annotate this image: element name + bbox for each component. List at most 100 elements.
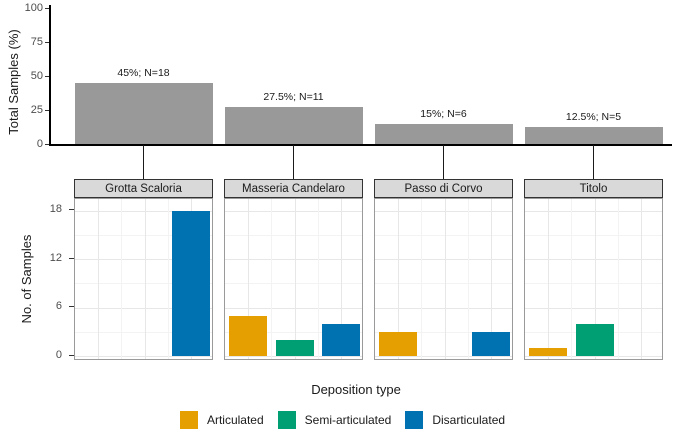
facet-strip-2: Masseria Candelaro xyxy=(224,179,363,198)
top-y-axis-line xyxy=(49,5,51,144)
gridline-major-v xyxy=(248,199,250,359)
legend-item: Disarticulated xyxy=(405,411,505,429)
gridline-minor-h xyxy=(525,283,662,285)
gridline-major-v xyxy=(444,199,446,359)
gridline-major-h xyxy=(375,210,512,212)
top-bar-label: 15%; N=6 xyxy=(420,108,467,120)
gridline-major-h xyxy=(225,259,362,261)
gridline-minor-h xyxy=(75,234,212,236)
facet: Grotta Scaloria xyxy=(74,179,213,360)
legend: Articulated Semi-articulated Disarticulate… xyxy=(0,410,685,430)
facet-plot-panel xyxy=(374,198,513,360)
top-y-tick-label: 50 xyxy=(30,69,43,82)
legend-label: Disarticulated xyxy=(432,413,506,427)
gridline-minor-h xyxy=(225,234,362,236)
bar-disarticulated xyxy=(171,211,210,356)
gridline-minor-h xyxy=(75,331,212,333)
connector-line xyxy=(592,145,595,179)
bottom-y-tick-mark xyxy=(69,209,74,211)
gridline-major-h xyxy=(75,307,212,309)
bottom-y-tick-label: 6 xyxy=(55,300,62,313)
legend-item: Semi-articulated xyxy=(277,411,392,429)
top-bar xyxy=(74,83,213,144)
facet-strip-4: Titolo xyxy=(524,179,663,198)
top-y-tick-mark xyxy=(45,41,49,43)
top-y-tick-label: 25 xyxy=(30,103,43,116)
legend-swatch-disarticulated xyxy=(405,411,424,429)
bottom-y-tick-mark xyxy=(69,306,74,308)
top-y-tick-label: 0 xyxy=(36,137,43,150)
top-bar-label: 27.5%; N=11 xyxy=(263,91,324,103)
gridline-minor-v xyxy=(271,199,273,359)
bottom-y-axis-title: No. of Samples xyxy=(19,234,34,324)
bar-semi-articulated xyxy=(575,324,614,356)
legend-swatch-semi-articulated xyxy=(277,411,296,429)
gridline-major-h xyxy=(225,356,362,357)
gridline-major-h xyxy=(75,259,212,261)
facet: Titolo xyxy=(524,179,663,360)
facet-plot-panel xyxy=(524,198,663,360)
gridline-major-h xyxy=(525,307,662,309)
connector-line xyxy=(292,145,295,179)
gridline-minor-h xyxy=(375,234,512,236)
facet-strip-3: Passo di Corvo xyxy=(374,179,513,198)
gridline-major-h xyxy=(225,307,362,309)
gridline-minor-h xyxy=(225,331,362,333)
bar-semi-articulated xyxy=(275,340,314,356)
gridline-major-v xyxy=(398,199,400,359)
gridline-major-v xyxy=(594,199,596,359)
top-y-tick-label: 100 xyxy=(24,1,43,14)
gridline-minor-v xyxy=(317,199,319,359)
bottom-y-tick-label: 12 xyxy=(49,251,62,264)
top-y-tick-mark xyxy=(45,109,49,111)
legend-item: Articulated xyxy=(179,411,264,429)
facet-plot-panel xyxy=(224,198,363,360)
legend-swatch-articulated xyxy=(179,411,198,429)
gridline-major-v xyxy=(640,199,642,359)
top-y-tick-label: 75 xyxy=(30,35,43,48)
gridline-minor-h xyxy=(75,283,212,285)
top-bar-label: 45%; N=18 xyxy=(117,67,170,79)
facet: Passo di Corvo xyxy=(374,179,513,360)
gridline-major-h xyxy=(225,210,362,212)
gridline-major-h xyxy=(375,307,512,309)
gridline-minor-v xyxy=(571,199,573,359)
bottom-y-tick-mark xyxy=(69,257,74,259)
gridline-major-v xyxy=(340,199,342,359)
bar-articulated xyxy=(229,316,268,356)
connector-line xyxy=(142,145,145,179)
top-bar xyxy=(224,107,363,144)
facet-plot-panel xyxy=(74,198,213,360)
top-bar xyxy=(374,124,513,144)
gridline-major-v xyxy=(98,199,100,359)
bottom-y-tick-label: 18 xyxy=(49,203,62,216)
gridline-major-h xyxy=(525,259,662,261)
gridline-major-v xyxy=(144,199,146,359)
gridline-minor-h xyxy=(375,283,512,285)
gridline-major-v xyxy=(548,199,550,359)
bar-disarticulated xyxy=(471,332,510,356)
bar-disarticulated xyxy=(321,324,360,356)
facet-strip-1: Grotta Scaloria xyxy=(74,179,213,198)
gridline-minor-v xyxy=(467,199,469,359)
facet: Masseria Candelaro xyxy=(224,179,363,360)
gridline-major-h xyxy=(75,210,212,212)
top-bar-label: 12.5%; N=5 xyxy=(565,111,622,123)
legend-label: Semi-articulated xyxy=(304,413,392,427)
bar-articulated xyxy=(379,332,418,356)
top-y-tick-mark xyxy=(45,143,49,145)
gridline-minor-h xyxy=(375,331,512,333)
top-x-axis-line xyxy=(49,144,672,146)
gridline-minor-v xyxy=(167,199,169,359)
bottom-y-tick-mark xyxy=(69,354,74,356)
gridline-minor-v xyxy=(421,199,423,359)
top-y-tick-mark xyxy=(45,7,49,9)
connector-line xyxy=(442,145,445,179)
top-y-tick-mark xyxy=(45,75,49,77)
gridline-minor-h xyxy=(525,234,662,236)
gridline-minor-h xyxy=(225,283,362,285)
gridline-major-v xyxy=(490,199,492,359)
legend-label: Articulated xyxy=(206,413,264,427)
bottom-y-tick-label: 0 xyxy=(55,348,62,361)
